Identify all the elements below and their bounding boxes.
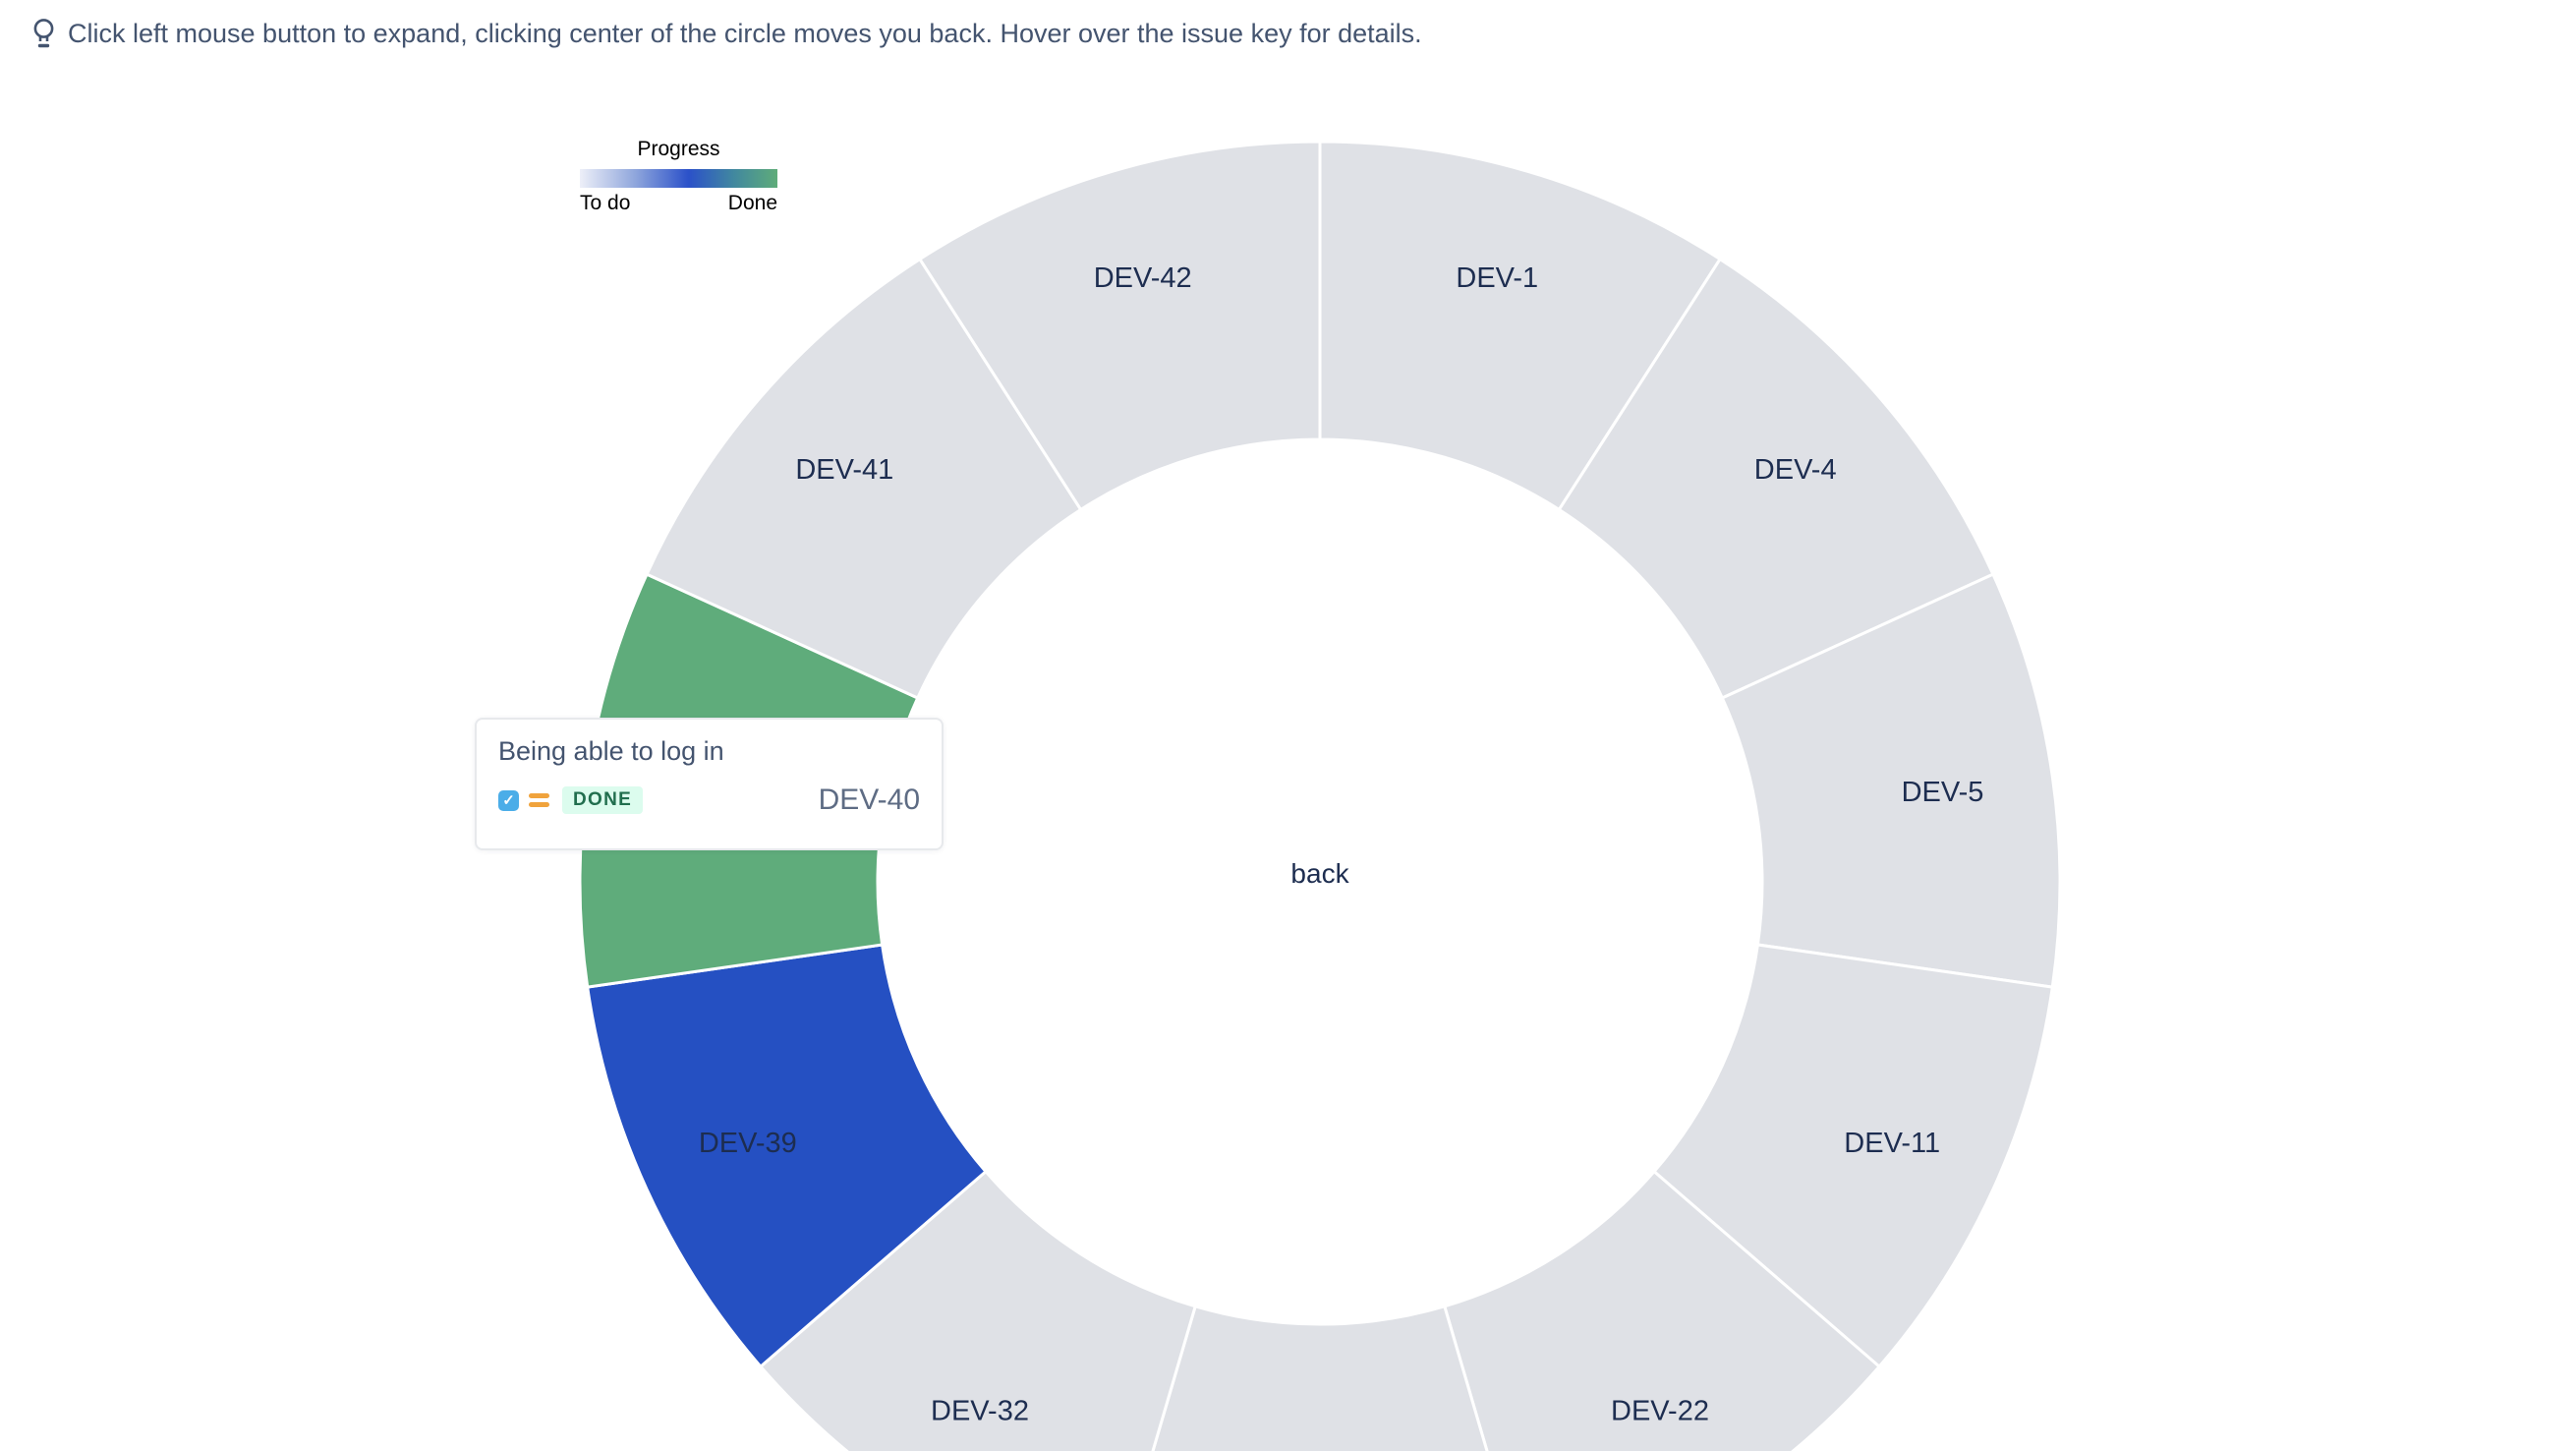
- priority-medium-icon: [529, 793, 549, 807]
- segment-label-DEV-5: DEV-5: [1902, 777, 1984, 808]
- segment-label-DEV-42: DEV-42: [1094, 262, 1192, 294]
- issue-tooltip: Being able to log in ✓ DONE DEV-40: [475, 718, 944, 850]
- subtask-checkbox-icon: ✓: [498, 789, 519, 811]
- legend-max-label: Done: [727, 192, 777, 214]
- segment-DEV-42[interactable]: [917, 140, 1322, 512]
- issue-summary: Being able to log in: [498, 736, 724, 766]
- segment-label-DEV-41: DEV-41: [795, 454, 893, 486]
- status-badge: DONE: [562, 786, 644, 814]
- segment-DEV-22[interactable]: [1442, 1169, 1882, 1451]
- instruction-text: Click left mouse button to expand, click…: [68, 19, 1422, 49]
- segment-label-DEV-1: DEV-1: [1456, 262, 1538, 294]
- progress-legend: Progress To do Done: [580, 138, 777, 215]
- instruction-bar: Click left mouse button to expand, click…: [32, 18, 1422, 51]
- legend-title: Progress: [637, 138, 720, 160]
- legend-gradient-bar: [580, 169, 777, 188]
- segment-label-DEV-32: DEV-32: [931, 1395, 1029, 1426]
- segment-unlabeled[interactable]: [1112, 1304, 1528, 1451]
- segment-label-DEV-22: DEV-22: [1611, 1395, 1709, 1426]
- chart-back-button[interactable]: back: [1290, 858, 1349, 889]
- lightbulb-icon: [32, 18, 55, 51]
- issue-key: DEV-40: [818, 784, 920, 816]
- segment-label-DEV-39: DEV-39: [699, 1128, 797, 1159]
- legend-min-label: To do: [580, 192, 631, 214]
- segment-label-DEV-4: DEV-4: [1754, 454, 1837, 486]
- segment-label-DEV-11: DEV-11: [1844, 1128, 1940, 1159]
